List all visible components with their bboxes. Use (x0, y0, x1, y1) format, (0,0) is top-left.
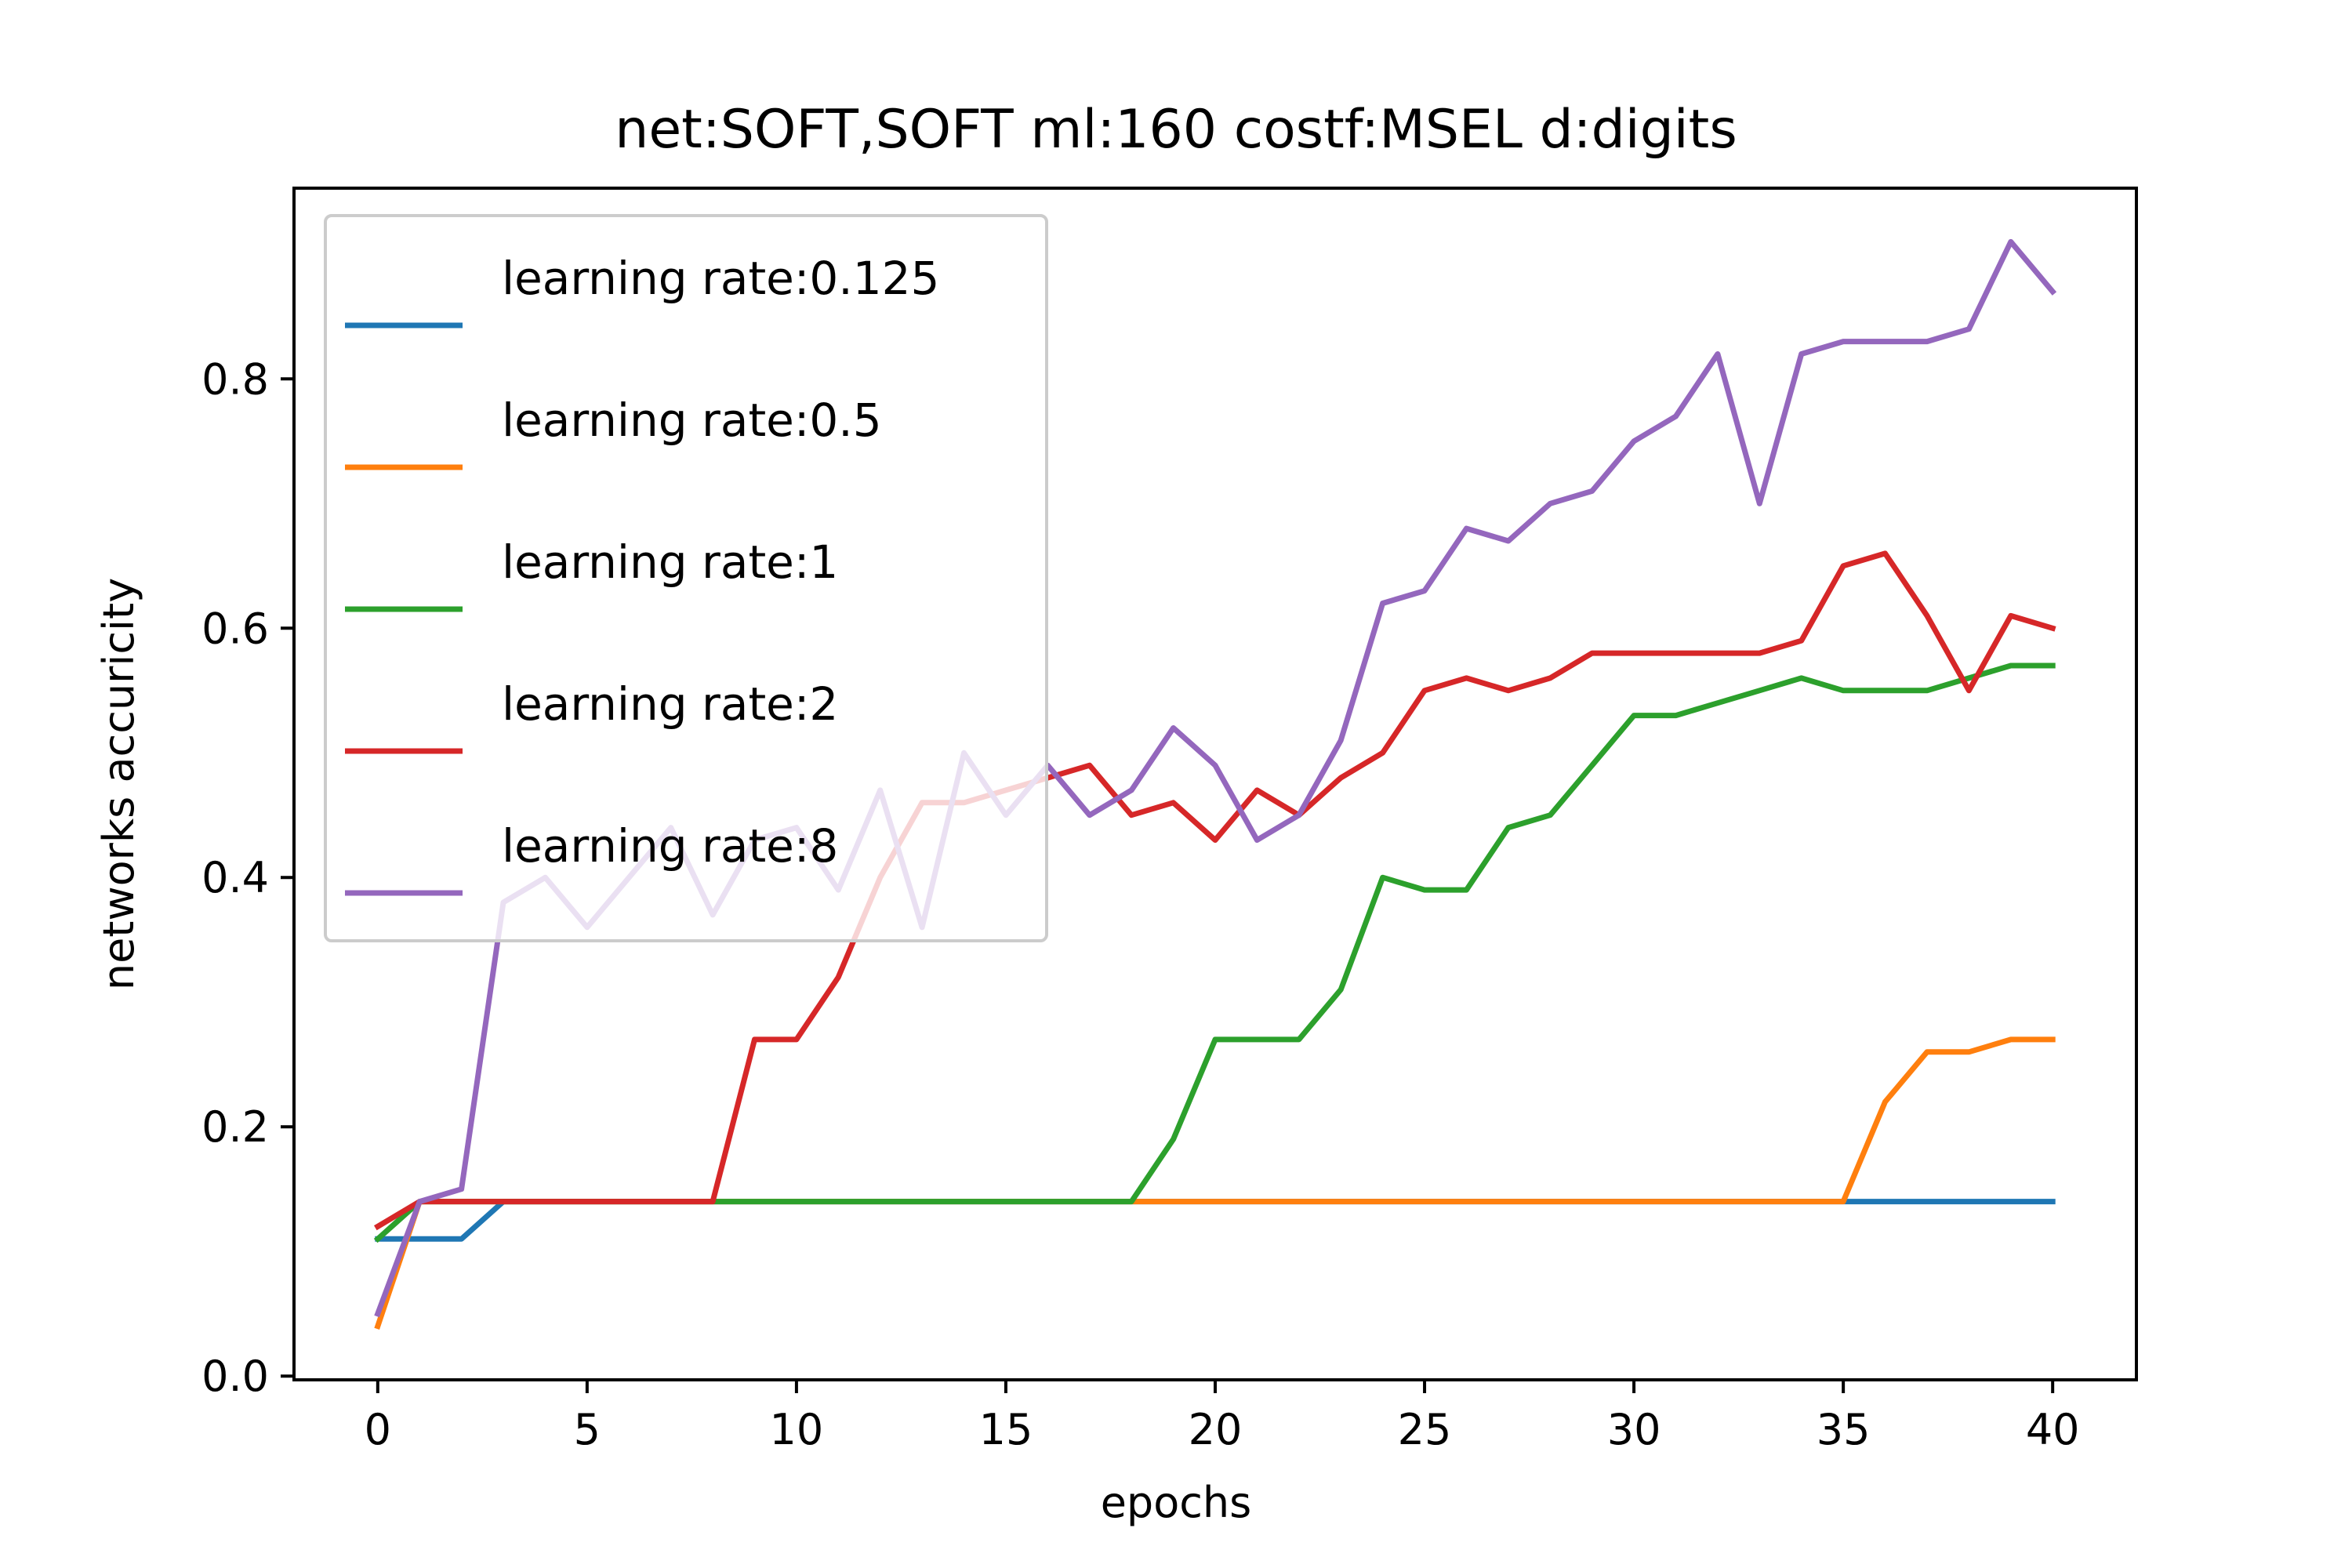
y-tick-label: 0.0 (201, 1352, 269, 1401)
axes: 0 5 10 15 20 25 30 35 40 0.0 0.2 0.4 0.6 0.8 (201, 187, 2138, 1454)
legend: learning rate:0.125 learning rate:0.5 lear… (324, 214, 1048, 942)
legend-box (324, 214, 1048, 942)
x-axis-label: epochs (1101, 1478, 1252, 1527)
x-tick-label: 25 (1398, 1405, 1452, 1454)
x-tick-label: 15 (979, 1405, 1033, 1454)
plot-area (373, 238, 2057, 1330)
x-tick-label: 20 (1189, 1405, 1243, 1454)
legend-label-3: learning rate:1 (502, 535, 838, 589)
x-tick-label: 0 (365, 1405, 391, 1454)
legend-label-1: learning rate:0.125 (502, 252, 939, 305)
y-tick-label: 0.8 (201, 354, 269, 404)
y-tick-label: 0.6 (201, 604, 269, 653)
y-tick-label: 0.2 (201, 1102, 269, 1152)
legend-label-2: learning rate:0.5 (502, 394, 882, 447)
series-line-4 (374, 550, 2056, 1231)
legend-label-4: learning rate:2 (502, 677, 838, 731)
x-tick-label: 30 (1607, 1405, 1661, 1454)
chart-title: net:SOFT,SOFT ml:160 costf:MSEL d:digits (615, 99, 1737, 161)
x-tick-label: 40 (2026, 1405, 2080, 1454)
y-tick-label: 0.4 (201, 853, 269, 902)
x-tick-label: 10 (770, 1405, 824, 1454)
y-axis-label: networks accuricity (94, 578, 143, 990)
x-tick-label: 35 (1817, 1405, 1871, 1454)
legend-label-5: learning rate:8 (502, 819, 838, 873)
x-tick-label: 5 (574, 1405, 601, 1454)
